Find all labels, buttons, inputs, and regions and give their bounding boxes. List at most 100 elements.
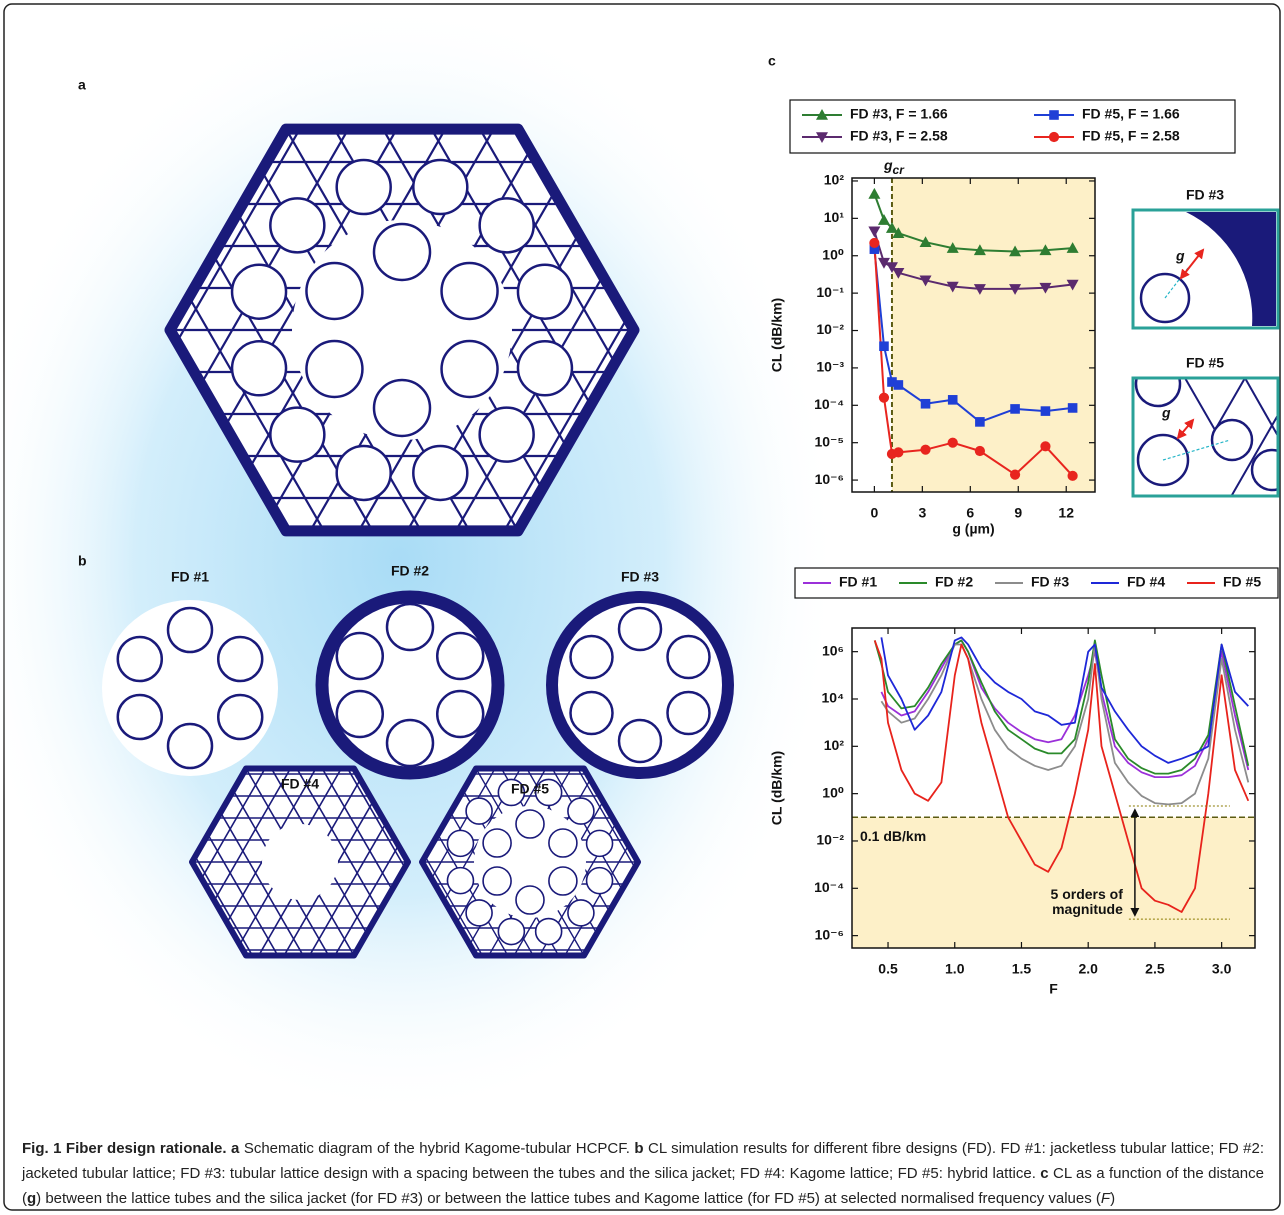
marker [947, 395, 958, 405]
marker [920, 398, 931, 409]
y-axis-label: CL (dB/km) [769, 751, 785, 825]
tube [567, 797, 595, 825]
caption-text: Schematic diagram of the hybrid Kagome-t… [239, 1140, 635, 1157]
series-line [873, 242, 1074, 477]
tube [497, 917, 526, 946]
marker [973, 244, 986, 256]
marker [868, 226, 881, 238]
tube [166, 606, 214, 654]
tube [305, 339, 364, 399]
marker [1009, 469, 1021, 480]
critical-gap-subscript: cr [893, 163, 906, 177]
arrow-label: magnitude [1052, 901, 1123, 917]
lattice-strut [305, 768, 408, 940]
x-tick-label: 9 [1014, 505, 1022, 521]
shaded-region [852, 817, 1255, 948]
lattice-strut [170, 152, 409, 531]
legend-label: FD #5 [1223, 574, 1261, 590]
caption: Fig. 1 Fiber design rationale. a Schemat… [22, 1136, 1264, 1211]
design-label: FD #5 [511, 781, 549, 797]
y-tick-label: 10⁻⁶ [815, 926, 844, 942]
legend-label: FD #3 [1031, 574, 1069, 590]
tube [548, 866, 578, 896]
tube [216, 693, 264, 741]
gap-label: g [1175, 248, 1185, 264]
gap-arrow [1179, 248, 1205, 280]
tube [617, 718, 663, 764]
tube [305, 261, 364, 321]
lattice-strut [535, 768, 638, 940]
series-line [880, 639, 1250, 778]
tube [269, 406, 326, 463]
marker [877, 214, 890, 225]
tube [569, 634, 614, 680]
inset-fd5 [1133, 378, 1278, 496]
tube [478, 406, 535, 463]
x-tick-label: 2.5 [1145, 961, 1165, 977]
tube [385, 718, 435, 768]
lattice-strut [295, 778, 408, 956]
tube [412, 158, 469, 216]
tube [497, 778, 526, 807]
marker [1066, 279, 1079, 291]
marker [919, 236, 932, 248]
marker [892, 267, 905, 279]
tube [534, 778, 563, 807]
panel-label: c [768, 53, 776, 69]
plot-frame [851, 627, 1256, 949]
core [262, 824, 338, 900]
y-tick-label: 10⁶ [822, 642, 844, 658]
x-tick-label: 3 [918, 505, 926, 521]
legend-label: FD #5, F = 1.66 [1082, 106, 1180, 122]
critical-gap-symbol: g [883, 157, 893, 173]
y-tick-label: 10² [824, 737, 845, 753]
inset-frame [1131, 376, 1280, 498]
tube [516, 340, 574, 397]
gap-arrow [1176, 418, 1195, 440]
caption-text: c [1040, 1165, 1049, 1182]
tube [465, 899, 493, 927]
tube [230, 263, 288, 320]
lattice-strut [192, 768, 305, 946]
marker [1049, 110, 1059, 120]
marker [1048, 131, 1060, 143]
tube [335, 158, 392, 216]
y-tick-label: 10⁻³ [816, 359, 844, 375]
series-line [873, 639, 1250, 775]
tube [385, 602, 435, 652]
x-tick-label: 1.5 [1012, 961, 1032, 977]
tube [515, 809, 545, 839]
y-tick-label: 10⁰ [822, 246, 844, 262]
marker [887, 377, 897, 387]
marker [919, 275, 932, 287]
tube [585, 866, 614, 895]
tube [1250, 448, 1278, 492]
y-tick-label: 10⁻⁶ [815, 471, 844, 487]
lattice-strut [422, 784, 525, 956]
tube [116, 693, 164, 741]
marker [816, 109, 828, 120]
marker [1009, 245, 1022, 257]
x-tick-label: 3.0 [1212, 961, 1232, 977]
y-tick-label: 10⁻¹ [816, 284, 844, 300]
lattice-strut [413, 162, 634, 531]
tube [482, 866, 512, 896]
arrow-label: 5 orders of [1051, 886, 1124, 902]
tube [372, 378, 432, 438]
lattice-strut [395, 129, 634, 508]
y-tick-label: 10¹ [824, 209, 845, 225]
tube [617, 606, 663, 652]
y-tick-label: 10⁻⁴ [814, 879, 844, 895]
y-tick-label: 10⁻² [816, 832, 844, 848]
legend-label: FD #2 [935, 574, 973, 590]
marker [892, 227, 905, 239]
tube [335, 689, 385, 739]
marker [1067, 403, 1078, 413]
tube [446, 829, 475, 858]
design-label: FD #3 [621, 569, 659, 585]
marker [947, 437, 958, 448]
marker [893, 380, 904, 390]
marker [1039, 244, 1052, 256]
